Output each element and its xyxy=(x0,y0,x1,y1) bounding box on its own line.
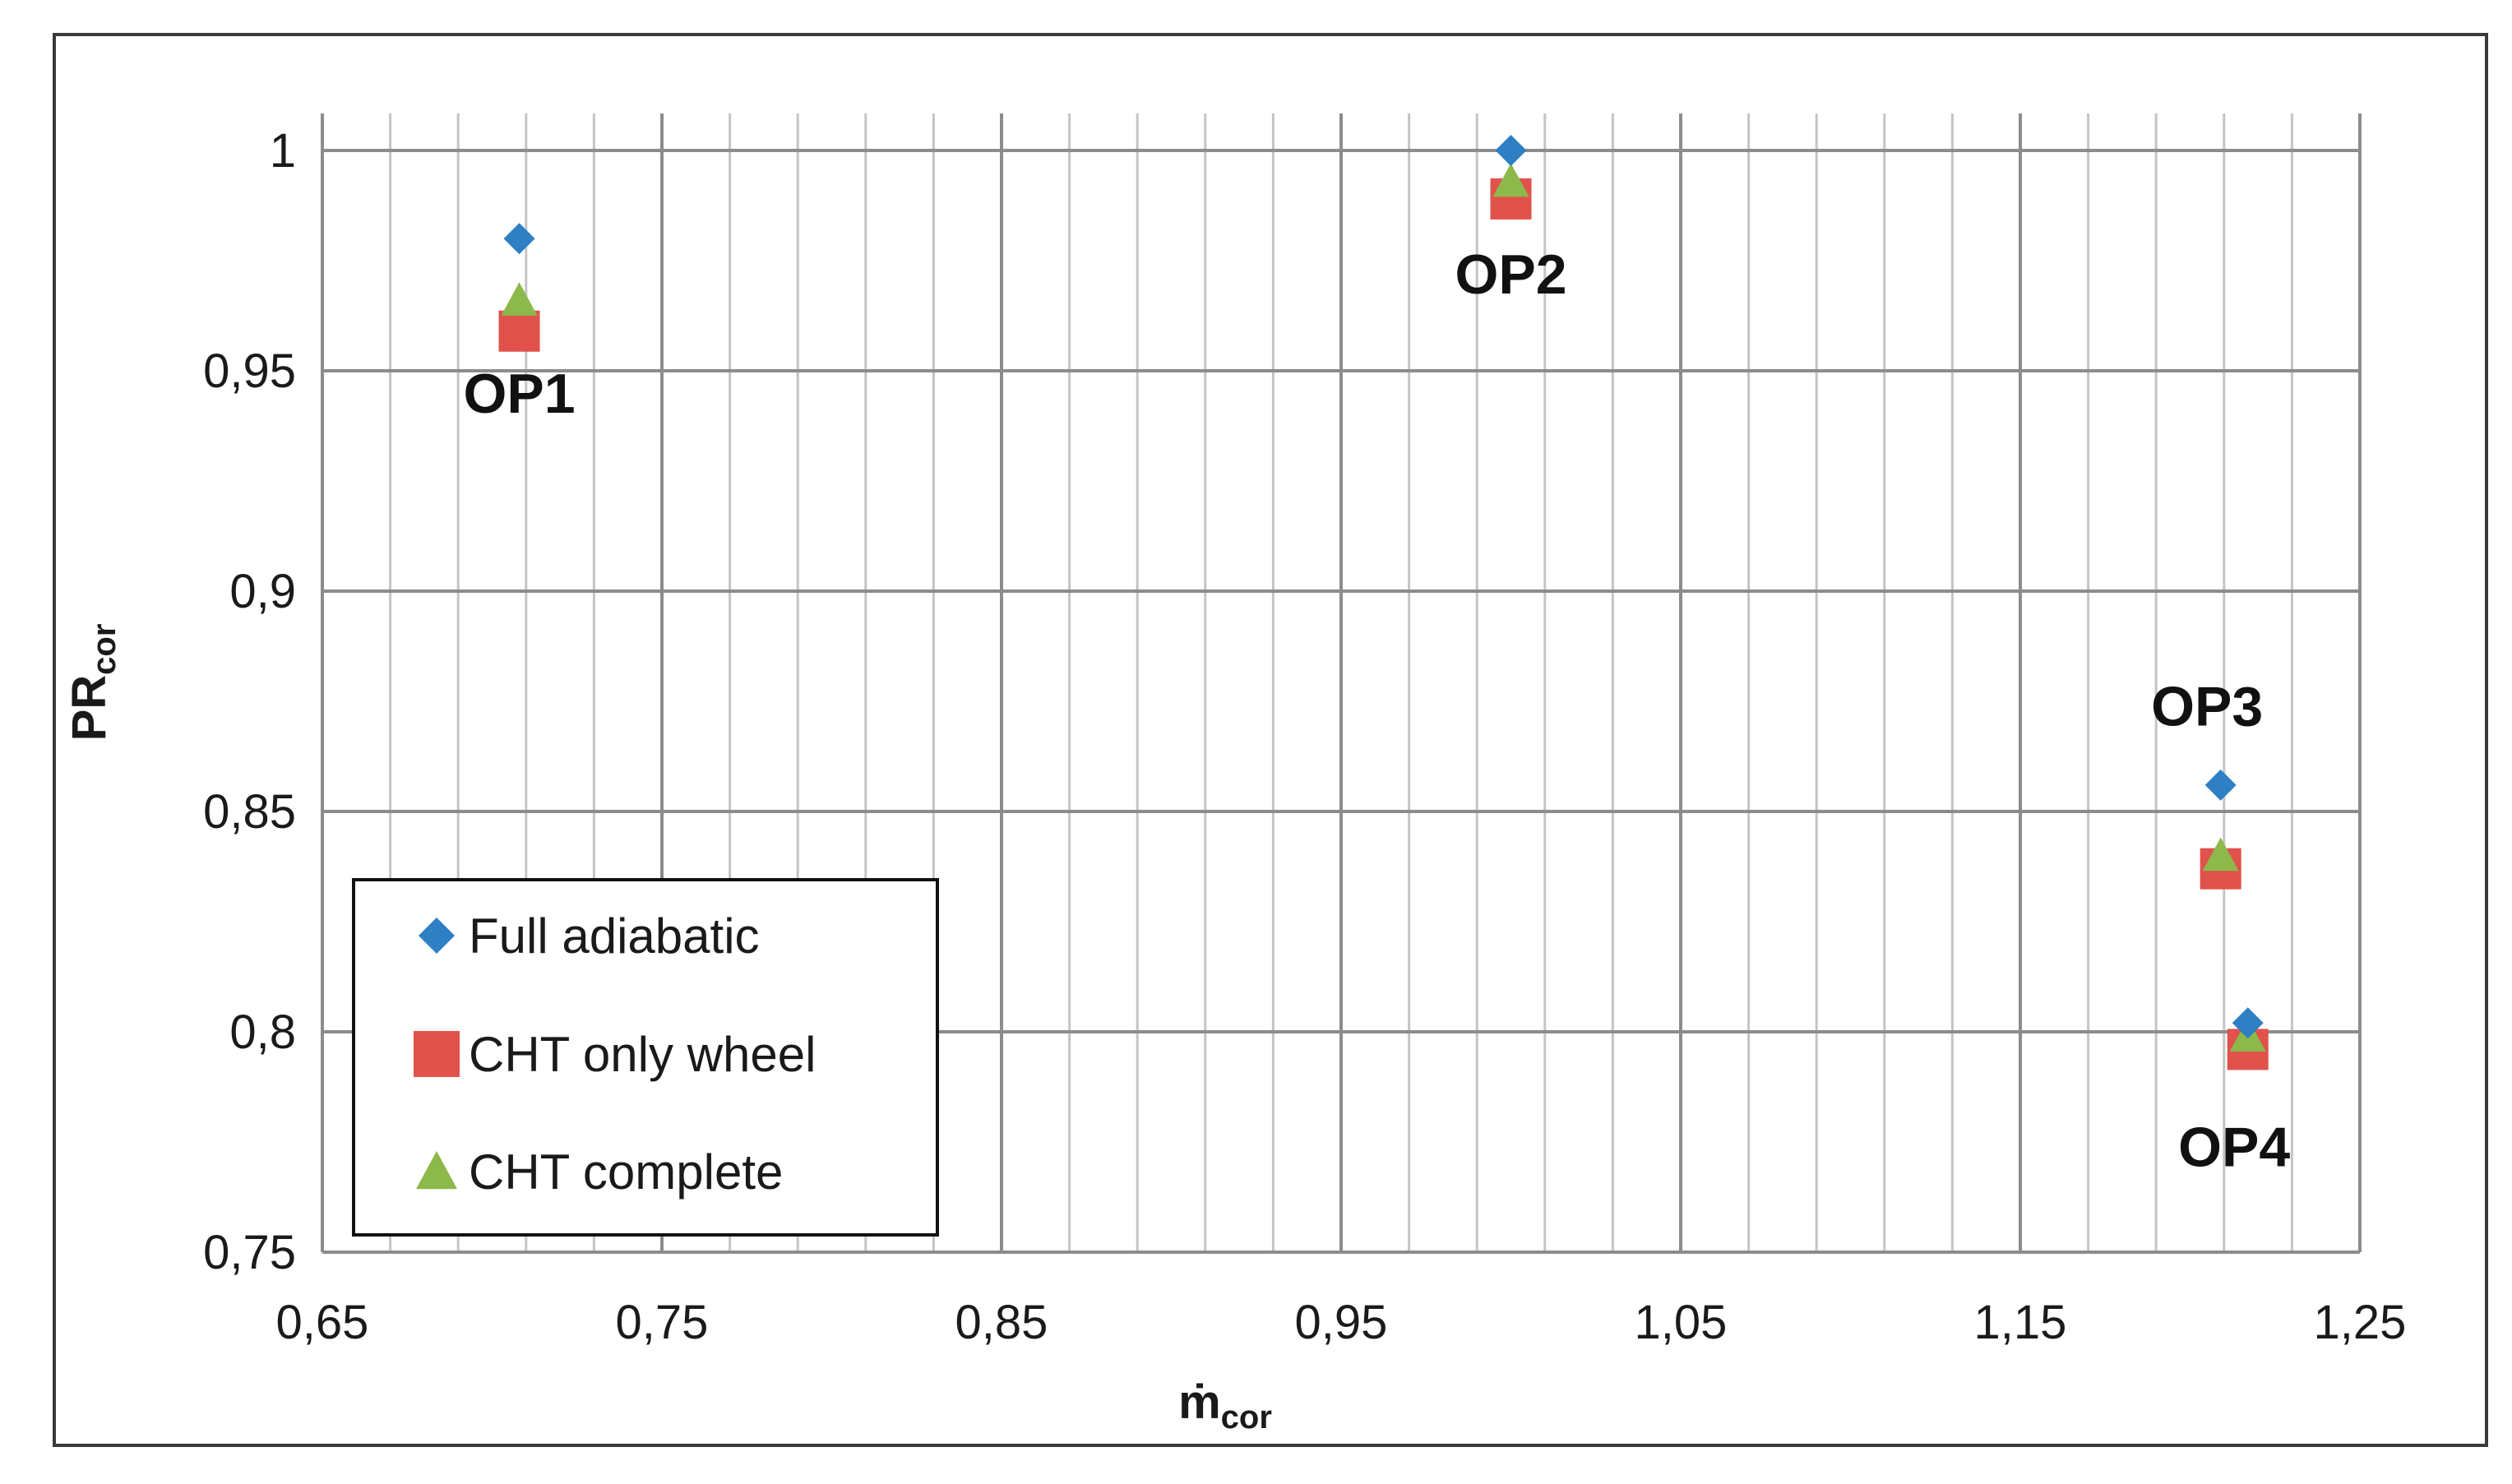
x-tick-label: 0,75 xyxy=(616,1296,709,1349)
data-point-diamond xyxy=(1495,135,1527,166)
data-point-diamond xyxy=(503,223,535,255)
op-label: OP2 xyxy=(1455,243,1566,306)
y-tick-label: 0,75 xyxy=(203,1226,296,1279)
op-label: OP3 xyxy=(2151,675,2263,737)
data-point-diamond xyxy=(2232,1007,2264,1039)
legend-items: Full adiabatic CHT only wheel CHT complete xyxy=(414,908,816,1200)
x-axis-title-sub: cor xyxy=(1221,1399,1272,1435)
y-axis-ticks: 0,75 0,8 0,85 0,9 0,95 1 xyxy=(203,124,296,1279)
legend-label: CHT complete xyxy=(469,1144,783,1200)
y-tick-label: 0,95 xyxy=(203,344,296,398)
data-points xyxy=(498,135,2269,1070)
x-axis-ticks: 0,65 0,75 0,85 0,95 1,05 1,15 1,25 xyxy=(276,1296,2407,1349)
y-axis-title-main: PR xyxy=(62,675,116,742)
x-tick-label: 0,85 xyxy=(955,1296,1048,1349)
data-point-triangle xyxy=(1492,163,1529,197)
x-tick-label: 1,05 xyxy=(1635,1296,1728,1349)
x-tick-label: 1,15 xyxy=(1974,1296,2067,1349)
y-axis-title: PRcor xyxy=(62,624,123,742)
x-tick-label: 0,65 xyxy=(276,1296,369,1349)
y-tick-label: 0,8 xyxy=(229,1006,296,1059)
data-point-square xyxy=(498,310,540,352)
y-tick-label: 1 xyxy=(270,124,296,178)
point-annotations: OP1 OP2 OP3 OP4 xyxy=(464,243,2291,1178)
x-axis-title-main: ṁ xyxy=(1178,1375,1221,1429)
legend: Full adiabatic CHT only wheel CHT complete xyxy=(352,878,939,1237)
legend-marker-square xyxy=(414,1031,460,1077)
y-axis-title-sub: cor xyxy=(86,624,123,675)
x-axis-title: ṁcor xyxy=(1178,1375,1272,1435)
y-tick-label: 0,9 xyxy=(229,565,296,618)
data-point-triangle xyxy=(501,282,538,316)
data-point-triangle xyxy=(2202,837,2239,871)
data-point-diamond xyxy=(2204,769,2237,801)
op-label: OP4 xyxy=(2178,1116,2290,1178)
legend-marker-triangle xyxy=(416,1151,457,1190)
y-tick-label: 0,85 xyxy=(203,785,296,839)
x-tick-label: 1,25 xyxy=(2314,1296,2407,1349)
legend-label: CHT only wheel xyxy=(469,1027,816,1082)
legend-marker-diamond xyxy=(419,918,455,954)
op-label: OP1 xyxy=(464,363,576,425)
legend-label: Full adiabatic xyxy=(469,908,760,964)
x-tick-label: 0,95 xyxy=(1295,1296,1388,1349)
